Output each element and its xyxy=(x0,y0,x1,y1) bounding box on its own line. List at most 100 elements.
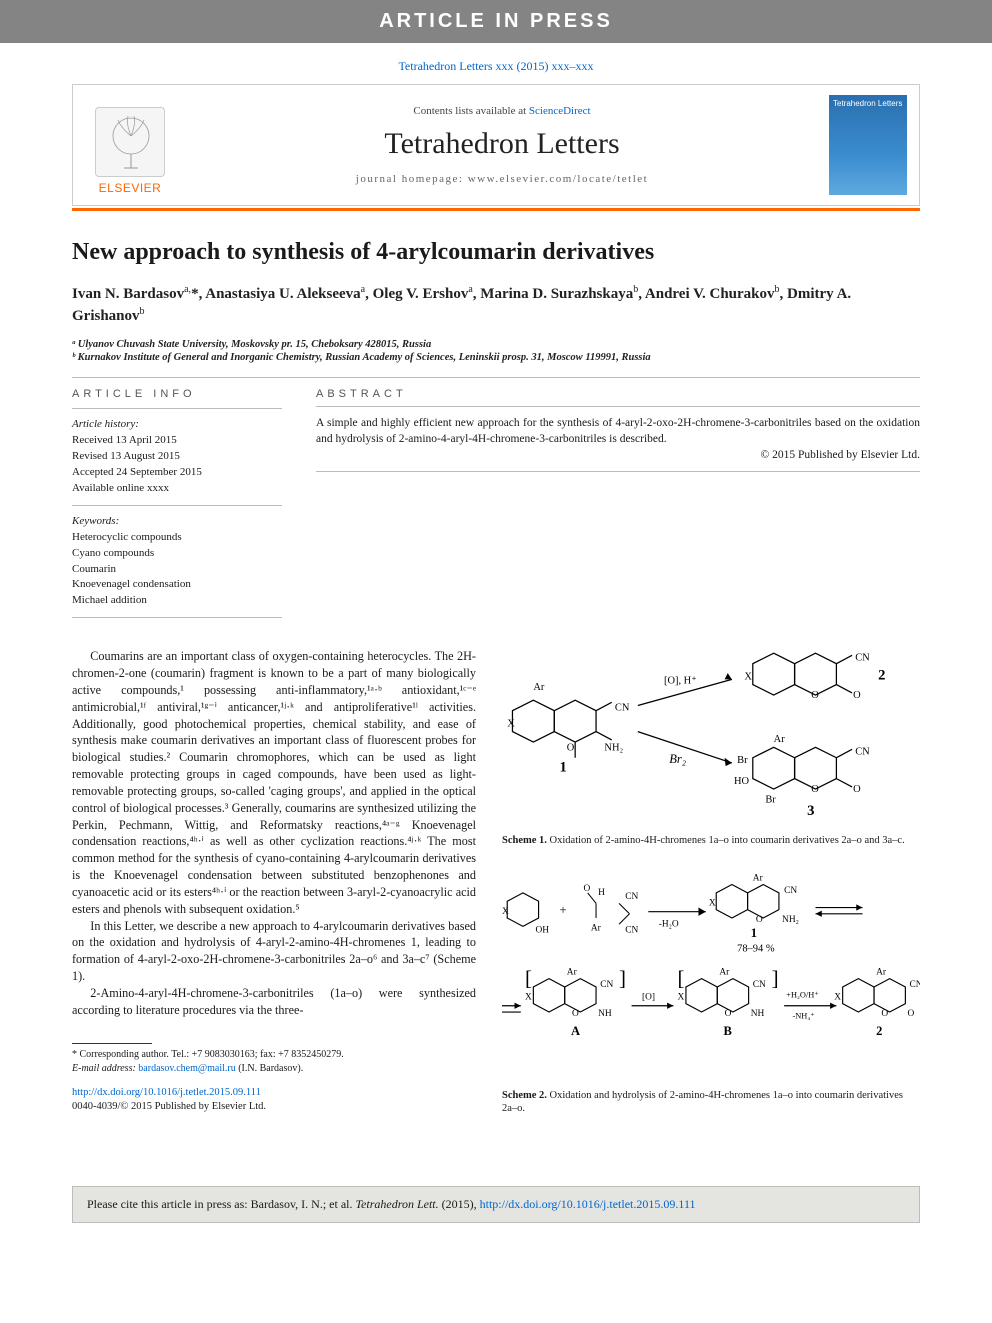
svg-text:Ar: Ar xyxy=(753,873,764,883)
svg-text:NH: NH xyxy=(598,1009,612,1019)
history-received: Received 13 April 2015 xyxy=(72,433,282,449)
svg-text:CN: CN xyxy=(784,885,797,895)
issn-line: 0040-4039/© 2015 Published by Elsevier L… xyxy=(72,1100,476,1115)
svg-text:+: + xyxy=(559,902,566,916)
cite-year: (2015), xyxy=(439,1197,480,1211)
abstract-copyright: © 2015 Published by Elsevier Ltd. xyxy=(316,449,920,461)
svg-text:HO: HO xyxy=(734,776,750,787)
history-online: Available online xxxx xyxy=(72,481,282,497)
svg-text:B: B xyxy=(724,1024,732,1038)
svg-text:H: H xyxy=(598,888,605,898)
svg-text:CN: CN xyxy=(910,980,920,990)
svg-text:X: X xyxy=(834,992,841,1002)
svg-text:Br: Br xyxy=(765,795,776,806)
elsevier-wordmark: ELSEVIER xyxy=(99,181,162,195)
email-line: E-mail address: bardasov.chem@mail.ru (I… xyxy=(72,1062,476,1076)
scheme-1-svg: Ar X CN NH₂ O 1 [O], H⁺ Br₂ xyxy=(502,648,920,826)
svg-text:CN: CN xyxy=(600,980,613,990)
affiliations: ᵃ Ulyanov Chuvash State University, Mosk… xyxy=(72,339,920,363)
svg-text:O: O xyxy=(881,1009,888,1019)
s1-compound1: 1 xyxy=(559,760,566,776)
svg-text:O: O xyxy=(811,785,819,796)
body-two-column: Coumarins are an important class of oxyg… xyxy=(72,648,920,1140)
affiliation-a: ᵃ Ulyanov Chuvash State University, Mosk… xyxy=(72,339,920,350)
s1-nh2: NH₂ xyxy=(604,743,623,754)
cite-box: Please cite this article in press as: Ba… xyxy=(72,1186,920,1223)
corresponding-author: * Corresponding author. Tel.: +7 9083030… xyxy=(72,1048,476,1062)
page: ARTICLE IN PRESS Tetrahedron Letters xxx… xyxy=(0,0,992,1323)
keyword: Coumarin xyxy=(72,562,282,578)
contents-prefix: Contents lists available at xyxy=(413,105,528,117)
article-info-heading: ARTICLE INFO xyxy=(72,388,282,400)
scheme-1-text: Oxidation of 2-amino-4H-chromenes 1a–o i… xyxy=(547,835,905,846)
cite-prefix: Please cite this article in press as: Ba… xyxy=(87,1197,355,1211)
svg-text:X: X xyxy=(709,898,716,908)
paragraph-1: Coumarins are an important class of oxyg… xyxy=(72,648,476,917)
svg-text:O: O xyxy=(584,883,591,893)
svg-text:NH₂: NH₂ xyxy=(782,915,799,925)
email-link[interactable]: bardasov.chem@mail.ru xyxy=(138,1063,235,1074)
svg-text:]: ] xyxy=(772,965,779,989)
paragraph-3: 2-Amino-4-aryl-4H-chromene-3-carbonitril… xyxy=(72,985,476,1019)
svg-text:[: [ xyxy=(525,965,532,989)
s1-o: O xyxy=(567,743,575,754)
abstract-column: ABSTRACT A simple and highly efficient n… xyxy=(316,388,920,626)
svg-text:2: 2 xyxy=(876,1024,882,1038)
paragraph-2: In this Letter, we describe a new approa… xyxy=(72,918,476,985)
svg-text:CN: CN xyxy=(855,747,870,758)
svg-text:-H₂O: -H₂O xyxy=(659,919,679,929)
scheme-2-figure: X OH + O H Ar CN CN xyxy=(502,872,920,1081)
svg-text:Ar: Ar xyxy=(591,923,602,933)
svg-text:X: X xyxy=(502,906,509,916)
svg-text:OH: OH xyxy=(535,925,549,935)
elsevier-logo: ELSEVIER xyxy=(85,95,175,195)
svg-text:]: ] xyxy=(619,965,626,989)
history-accepted: Accepted 24 September 2015 xyxy=(72,465,282,481)
citation-header: Tetrahedron Letters xxx (2015) xxx–xxx xyxy=(0,43,992,84)
svg-text:1: 1 xyxy=(751,925,757,939)
scheme-1-figure: Ar X CN NH₂ O 1 [O], H⁺ Br₂ xyxy=(502,648,920,826)
scheme-2-label: Scheme 2. xyxy=(502,1090,547,1101)
journal-name: Tetrahedron Letters xyxy=(189,127,815,161)
scheme-2-svg: X OH + O H Ar CN CN xyxy=(502,872,920,1081)
masthead: ELSEVIER Contents lists available at Sci… xyxy=(72,84,920,206)
s1-x: X xyxy=(507,719,515,730)
svg-text:O: O xyxy=(811,690,819,701)
s1-cn: CN xyxy=(615,703,630,714)
s1-ar: Ar xyxy=(533,682,545,693)
svg-text:Ar: Ar xyxy=(774,648,786,651)
masthead-center: Contents lists available at ScienceDirec… xyxy=(189,105,815,185)
svg-text:78–94 %: 78–94 % xyxy=(737,943,775,954)
svg-text:X: X xyxy=(744,672,752,683)
svg-text:O: O xyxy=(853,690,861,701)
keyword: Heterocyclic compounds xyxy=(72,530,282,546)
footnote-rule xyxy=(72,1043,152,1044)
svg-text:O: O xyxy=(572,1009,579,1019)
svg-text:X: X xyxy=(525,992,532,1002)
s1-arrow-bot: Br₂ xyxy=(669,752,687,766)
keywords-block: Keywords: Heterocyclic compounds Cyano c… xyxy=(72,514,282,610)
svg-text:[: [ xyxy=(678,965,685,989)
svg-text:CN: CN xyxy=(753,980,766,990)
contents-line: Contents lists available at ScienceDirec… xyxy=(189,105,815,117)
scheme-1-label: Scheme 1. xyxy=(502,835,547,846)
svg-text:CN: CN xyxy=(625,925,638,935)
svg-text:CN: CN xyxy=(625,892,638,902)
cite-doi-link[interactable]: http://dx.doi.org/10.1016/j.tetlet.2015.… xyxy=(480,1197,696,1211)
authors-list: Ivan N. Bardasova,*, Anastasiya U. Aleks… xyxy=(72,283,920,327)
affiliation-b: ᵇ Kurnakov Institute of General and Inor… xyxy=(72,352,920,363)
keyword: Michael addition xyxy=(72,593,282,609)
article-title: New approach to synthesis of 4-arylcouma… xyxy=(72,237,920,267)
svg-text:Br: Br xyxy=(737,755,748,766)
doi-link[interactable]: http://dx.doi.org/10.1016/j.tetlet.2015.… xyxy=(72,1086,476,1101)
article-history: Article history: Received 13 April 2015 … xyxy=(72,417,282,497)
rule xyxy=(72,377,920,378)
footer-block: * Corresponding author. Tel.: +7 9083030… xyxy=(72,1043,476,1115)
article-in-press-banner: ARTICLE IN PRESS xyxy=(0,0,992,43)
keywords-label: Keywords: xyxy=(72,514,282,530)
sciencedirect-link[interactable]: ScienceDirect xyxy=(529,105,591,117)
s1-compound3: 3 xyxy=(807,804,814,820)
svg-text:O: O xyxy=(725,1009,732,1019)
article-info-column: ARTICLE INFO Article history: Received 1… xyxy=(72,388,282,626)
svg-text:[O]: [O] xyxy=(642,992,655,1002)
